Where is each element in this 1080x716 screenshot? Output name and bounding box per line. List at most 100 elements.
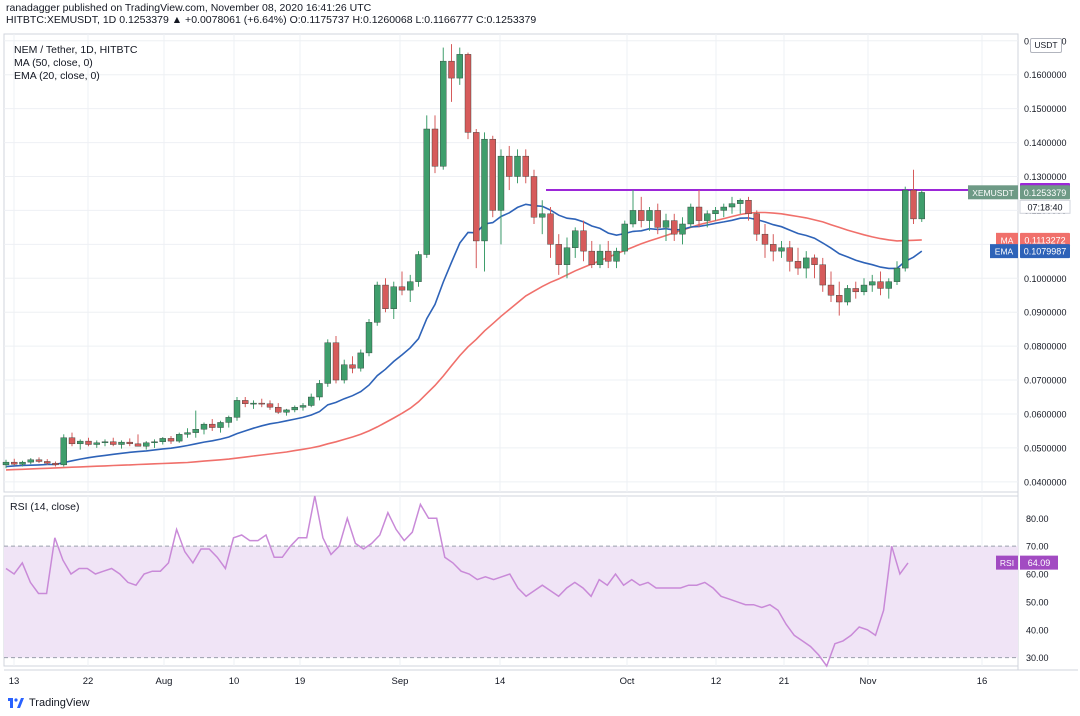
candle (629, 210, 637, 225)
candle (390, 286, 397, 309)
candle (291, 406, 298, 411)
candle (794, 261, 802, 269)
ema-price-tag-bg (1020, 244, 1070, 259)
candle (184, 432, 191, 435)
price-pane (3, 33, 1019, 493)
candle (308, 396, 315, 406)
close-label: C: (476, 14, 487, 26)
candle (803, 257, 810, 269)
candle (869, 281, 876, 286)
x-tick-label: Oct (620, 676, 635, 687)
currency-button[interactable]: USDT (1030, 38, 1062, 53)
candle (27, 459, 34, 463)
change: ▲ +0.0078061 (+6.64%) (171, 14, 287, 26)
candle (580, 230, 587, 252)
candle (357, 352, 364, 369)
x-tick-label: Nov (860, 676, 877, 687)
candle (341, 364, 348, 381)
x-tick-label: 13 (9, 676, 20, 687)
candle (143, 442, 150, 447)
candle (93, 442, 100, 445)
candle (448, 60, 455, 79)
footer-brand: TradingView (29, 697, 90, 709)
ma-name-tag: MA (1001, 235, 1014, 245)
candle (473, 132, 480, 242)
y-tick-label: 0.1400000 (1024, 138, 1067, 148)
candle (910, 189, 917, 220)
candle (489, 138, 496, 211)
candle (811, 257, 818, 265)
ma-price-tag-bg (1020, 232, 1070, 247)
candle (852, 288, 859, 293)
last-name-tag: XEMUSDT (972, 188, 1014, 198)
candle (159, 438, 166, 442)
candle (712, 210, 719, 215)
candle (52, 462, 59, 466)
close-value: 0.1253379 (486, 14, 537, 26)
candle (662, 220, 670, 228)
candle (365, 322, 373, 354)
candle (60, 437, 67, 466)
candle (786, 247, 793, 262)
low-label: L: (415, 14, 425, 26)
publish-line: ranadagger published on TradingView.com,… (6, 2, 372, 14)
tradingview-logo-icon (8, 698, 24, 708)
open-value: 0.1175737 (300, 14, 350, 26)
candle (299, 405, 307, 408)
candle (877, 281, 884, 289)
candle (770, 244, 777, 252)
candle (167, 438, 175, 442)
candle (77, 440, 84, 445)
candle (514, 155, 521, 177)
rsi-tick-label: 80.00 (1026, 514, 1049, 524)
candle (423, 128, 430, 255)
rsi-tick-label: 40.00 (1026, 625, 1049, 635)
candle (885, 281, 892, 289)
ohlc-line: HITBTC:XEMUSDT, 1D 0.1253379 ▲ +0.007806… (6, 14, 536, 26)
candle (110, 441, 117, 445)
x-tick-label: 14 (495, 676, 506, 687)
candle (316, 383, 323, 398)
candle (547, 213, 554, 245)
chart-title: NEM / Tether, 1D, HITBTC (14, 44, 138, 56)
candle (605, 250, 612, 262)
candle (588, 250, 595, 265)
candle (596, 250, 604, 265)
candle (638, 210, 645, 221)
candle (151, 441, 158, 444)
candle (704, 213, 711, 221)
ema-name-tag-bg (990, 244, 1018, 259)
ma-name-tag-bg (996, 232, 1018, 247)
candle (266, 403, 274, 408)
candle (200, 423, 208, 430)
y-tick-label: 0.1500000 (1024, 104, 1067, 114)
candle (398, 286, 406, 291)
candle (902, 189, 909, 269)
candle (456, 54, 463, 79)
candle (44, 461, 51, 464)
candle (836, 295, 843, 303)
candle (745, 200, 752, 215)
x-tick-label: 21 (779, 676, 790, 687)
rsi-tick-label: 70.00 (1026, 542, 1049, 552)
last-name-tag-bg (968, 185, 1018, 200)
candle (753, 213, 760, 235)
candle (382, 284, 389, 309)
candle (349, 364, 356, 369)
candle (407, 281, 414, 291)
candle (844, 288, 851, 303)
candle (464, 54, 472, 133)
candle (332, 342, 340, 381)
x-tick-label: 22 (83, 676, 94, 687)
high-label: H: (352, 14, 363, 26)
footer: TradingView (8, 697, 90, 709)
last-price: 0.1253379 (119, 14, 169, 26)
candle (720, 206, 727, 211)
candle (126, 441, 133, 445)
x-tick-label: 10 (229, 676, 240, 687)
ma-price-tag: 0.1113272 (1024, 235, 1065, 245)
open-label: O: (289, 14, 301, 26)
candle (506, 155, 513, 177)
candle (431, 128, 439, 167)
